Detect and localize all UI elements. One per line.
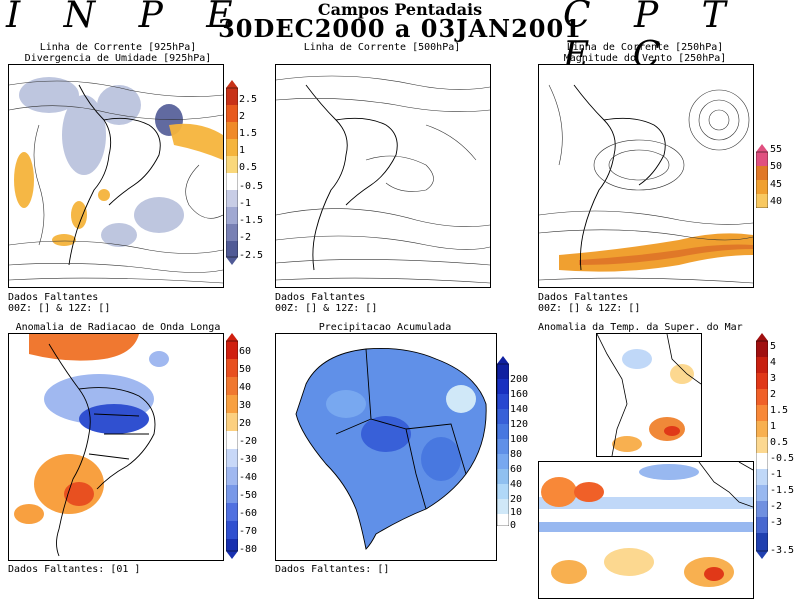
sst-pacific-map (539, 462, 753, 587)
cb4-tick: 200 (510, 374, 529, 385)
cb5-tick: -0.5 (770, 453, 795, 464)
sst-atlantic-map (597, 334, 701, 456)
panel4-map (8, 333, 224, 561)
cb1-tick: -0.5 (239, 181, 264, 192)
cb4-tick: 10 (510, 507, 523, 518)
cb5-tick: 1.5 (770, 405, 789, 416)
cb3-tick: -80 (239, 544, 258, 555)
cb5-tick: 3 (770, 373, 777, 384)
colorbar-div-umidade (226, 80, 238, 265)
cb5-tick: 4 (770, 357, 777, 368)
cb2-tick: 55 (770, 144, 783, 155)
panel5-missing: Dados Faltantes: [] (275, 564, 390, 575)
cb4-tick: 160 (510, 389, 529, 400)
cb1-tick: -2.5 (239, 250, 264, 261)
streamline-map-925 (9, 77, 223, 284)
cb1-tick: 1.5 (239, 128, 258, 139)
cb1-tick: -2 (239, 232, 252, 243)
panel4-title: Anomalia de Radiacao de Onda Longa (15, 322, 221, 333)
cb1-tick: -1 (239, 198, 252, 209)
cb3-tick: -50 (239, 490, 258, 501)
panel1-subtitle: Divergencia de Umidade [925hPa] (24, 53, 212, 64)
cb3-tick: -30 (239, 454, 258, 465)
cb3-tick: -60 (239, 508, 258, 519)
panel3-missing-label: Dados Faltantes (538, 292, 629, 303)
cb4-tick: 60 (510, 464, 523, 475)
colorbar-wind (756, 144, 768, 208)
cb1-tick: 0.5 (239, 162, 258, 173)
cb4-tick: 140 (510, 404, 529, 415)
cb5-tick: 2 (770, 389, 777, 400)
panel3-title: Linha de Corrente [250hPa] (566, 42, 724, 53)
olr-anomaly-map (14, 334, 169, 557)
cb3-tick: -40 (239, 472, 258, 483)
panel5-map (275, 333, 497, 561)
colorbar-wind-scale (756, 144, 768, 208)
panel1-missing-times: 00Z: [] & 12Z: [] (8, 303, 111, 314)
cb1-tick: 1 (239, 145, 246, 156)
cb3-tick: 40 (239, 382, 252, 393)
panel6-pacific-map (538, 461, 754, 599)
cb5-tick: -1 (770, 469, 783, 480)
cb3-tick: 60 (239, 346, 252, 357)
cb1-tick: 2 (239, 111, 246, 122)
streamline-map-250 (539, 84, 753, 284)
colorbar-olr-scale (226, 333, 238, 559)
panel1-missing-label: Dados Faltantes (8, 292, 99, 303)
colorbar-sst-scale (756, 333, 768, 559)
cb3-tick: -20 (239, 436, 258, 447)
colorbar-div-umidade-scale (226, 80, 238, 265)
cb5-tick: 5 (770, 341, 777, 352)
panel5-title: Precipitacao Acumulada (318, 322, 452, 333)
cb5-tick: -2 (770, 501, 783, 512)
panel1-title: Linha de Corrente [925hPa] (39, 42, 197, 53)
panel6-title: Anomalia da Temp. da Super. do Mar (538, 322, 743, 333)
cb1-tick: 2.5 (239, 94, 258, 105)
panel3-missing-times: 00Z: [] & 12Z: [] (538, 303, 641, 314)
cb4-tick: 80 (510, 449, 523, 460)
colorbar-sst (756, 333, 768, 559)
panel2-missing-label: Dados Faltantes (275, 292, 366, 303)
page-title: Campos Pentadais (317, 0, 483, 19)
cb3-tick: 20 (239, 418, 252, 429)
colorbar-precip (497, 356, 509, 526)
cb5-tick: -3 (770, 517, 783, 528)
cb4-tick: 20 (510, 494, 523, 505)
colorbar-precip-scale (497, 356, 509, 526)
panel3-subtitle: Magnitude do Vento [250hPa] (563, 53, 727, 64)
cb4-tick: 100 (510, 434, 529, 445)
period-title: 30DEC2000 a 03JAN2001 (218, 14, 582, 43)
panel2-map (275, 64, 491, 288)
panel2-missing-times: 00Z: [] & 12Z: [] (275, 303, 378, 314)
cb5-tick: -3.5 (770, 545, 795, 556)
cb5-tick: -1.5 (770, 485, 795, 496)
cb2-tick: 50 (770, 161, 783, 172)
cb2-tick: 40 (770, 196, 783, 207)
panel4-missing: Dados Faltantes: [01 ] (8, 564, 141, 575)
panel6-atlantic-map (596, 333, 702, 457)
panel3-map (538, 64, 754, 288)
streamline-map-500 (276, 75, 490, 284)
cb2-tick: 45 (770, 179, 783, 190)
cb4-tick: 0 (510, 520, 517, 531)
cb3-tick: -70 (239, 526, 258, 537)
precip-map (295, 348, 487, 550)
panel1-map (8, 64, 224, 288)
cb4-tick: 40 (510, 479, 523, 490)
inpe-logo-text: I N P E (6, 0, 249, 36)
cb4-tick: 120 (510, 419, 529, 430)
cb5-tick: 1 (770, 421, 777, 432)
cb5-tick: 0.5 (770, 437, 789, 448)
cb3-tick: 50 (239, 364, 252, 375)
colorbar-olr (226, 333, 238, 559)
cb1-tick: -1.5 (239, 215, 264, 226)
cb3-tick: 30 (239, 400, 252, 411)
panel2-title: Linha de Corrente [500hPa] (303, 42, 461, 53)
